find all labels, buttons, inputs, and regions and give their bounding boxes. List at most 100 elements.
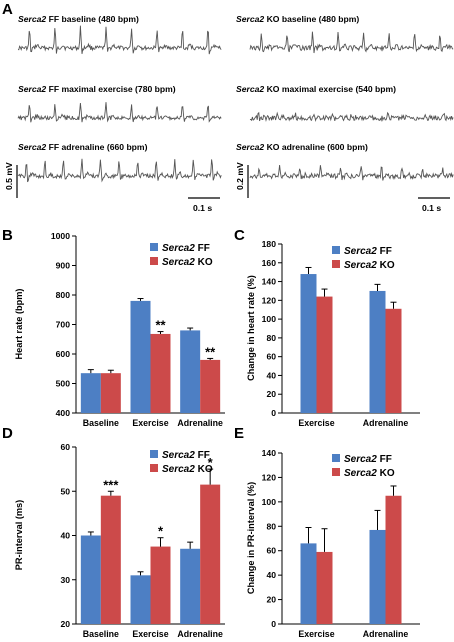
legend-genotype: FF — [377, 246, 392, 257]
bar-ff — [300, 274, 317, 413]
x-tick-label: Exercise — [132, 418, 168, 428]
y-tick-label: 180 — [262, 239, 277, 249]
y-tick-label: 0 — [271, 408, 276, 418]
x-tick-label: Adrenaline — [177, 629, 223, 639]
y-tick-label: 600 — [56, 349, 71, 359]
y-tick-label: 60 — [266, 352, 276, 362]
y-tick-label: 120 — [262, 472, 277, 482]
y-tick-label: 20 — [60, 619, 70, 629]
y-tick-label: 700 — [56, 320, 71, 330]
panel-label-e: E — [234, 425, 244, 442]
ecg-title-ko-0: Serca2 KO baseline (480 bpm) — [236, 14, 359, 24]
ecg-title-ko-1-rest: KO maximal exercise (540 bpm) — [264, 84, 396, 94]
chart-change-pr-interval: 0 20 40 60 80 100 120 140 Change in PR-interval … — [246, 448, 420, 639]
ecg-title-ff-1-rest: FF maximal exercise (780 bpm) — [46, 84, 176, 94]
bar-ko — [150, 546, 171, 624]
ecg-title-ff-2-gene: Serca2 — [18, 142, 46, 152]
ecg-title-ko-1-gene: Serca2 — [236, 84, 264, 94]
ecg-trace-ko-1 — [249, 111, 454, 123]
bar-ff — [80, 373, 101, 413]
bar-ff — [180, 330, 201, 413]
ecg-trace-ff-1 — [17, 102, 222, 123]
legend-genotype: FF — [195, 243, 210, 254]
ecg-title-ko-2: Serca2 KO adrenaline (600 bpm) — [236, 142, 368, 152]
legend-gene: Serca2 — [162, 464, 195, 475]
significance-marker: * — [158, 524, 164, 539]
bar-ko — [385, 495, 402, 624]
legend-label-ko: Serca2 KO — [344, 468, 395, 479]
bar-ff — [369, 290, 386, 413]
ecg-title-ff-2: Serca2 FF adrenaline (660 bpm) — [18, 142, 148, 152]
legend-gene: Serca2 — [162, 450, 195, 461]
ecg-title-ff-0-gene: Serca2 — [18, 14, 46, 24]
x-tick-label: Exercise — [298, 418, 334, 428]
legend-swatch-ff — [150, 243, 158, 251]
y-tick-label: 900 — [56, 261, 71, 271]
bar-ko — [200, 359, 221, 413]
y-tick-label: 40 — [60, 531, 70, 541]
y-tick-label: 80 — [266, 333, 276, 343]
chart-change-heart-rate: 0 20 40 60 80 100 120 140 160 180 Change in heart … — [246, 239, 420, 428]
ecg-trace-ko-0 — [249, 31, 454, 54]
scale-label-time-ko: 0.1 s — [422, 203, 441, 213]
x-tick-label: Adrenaline — [363, 629, 409, 639]
y-tick-label: 80 — [266, 521, 276, 531]
y-axis-label: PR-interval (ms) — [14, 500, 24, 570]
legend-gene: Serca2 — [344, 454, 377, 465]
legend-label-ko: Serca2 KO — [162, 257, 213, 268]
legend-swatch-ko — [332, 468, 340, 476]
y-tick-label: 60 — [60, 442, 70, 452]
panel-label-d: D — [2, 425, 13, 442]
bar-ko — [100, 373, 121, 413]
ecg-title-ff-0: Serca2 FF baseline (480 bpm) — [18, 14, 139, 24]
legend-genotype: KO — [377, 468, 395, 479]
x-tick-label: Exercise — [132, 629, 168, 639]
y-tick-label: 800 — [56, 290, 71, 300]
y-tick-label: 60 — [266, 546, 276, 556]
bar-ff — [130, 300, 151, 413]
legend-gene: Serca2 — [344, 468, 377, 479]
ecg-title-ff-0-rest: FF baseline (480 bpm) — [46, 14, 139, 24]
y-tick-label: 50 — [60, 486, 70, 496]
y-tick-label: 160 — [262, 258, 277, 268]
x-tick-label: Adrenaline — [177, 418, 223, 428]
y-tick-label: 40 — [266, 370, 276, 380]
ecg-title-ff-1: Serca2 FF maximal exercise (780 bpm) — [18, 84, 176, 94]
y-tick-label: 20 — [266, 389, 276, 399]
bar-ko — [385, 308, 402, 413]
legend-swatch-ko — [150, 464, 158, 472]
y-tick-label: 30 — [60, 575, 70, 585]
legend-swatch-ff — [332, 246, 340, 254]
ecg-title-ko-2-gene: Serca2 — [236, 142, 264, 152]
significance-marker: * — [208, 455, 214, 470]
significance-marker: *** — [103, 477, 119, 492]
bar-ff — [369, 529, 386, 624]
ecg-trace-ko-2 — [249, 164, 454, 181]
ecg-trace-ff-2 — [17, 158, 222, 183]
legend-label-ko: Serca2 KO — [344, 260, 395, 271]
y-axis-label: Heart rate (bpm) — [14, 289, 24, 360]
chart-pr-interval: 20 30 40 50 60 PR-interval (ms) Baseline Exerci… — [14, 442, 225, 639]
legend-label-ff: Serca2 FF — [162, 243, 210, 254]
x-tick-label: Exercise — [298, 629, 334, 639]
bar-ko — [316, 551, 333, 624]
legend-swatch-ko — [332, 260, 340, 268]
x-tick-label: Adrenaline — [363, 418, 409, 428]
ecg-title-ff-2-rest: FF adrenaline (660 bpm) — [46, 142, 147, 152]
x-tick-label: Baseline — [83, 418, 119, 428]
legend-genotype: KO — [195, 257, 213, 268]
significance-marker: ** — [155, 318, 166, 333]
y-tick-label: 100 — [262, 314, 277, 324]
legend: Serca2 FF Serca2 KO — [332, 246, 395, 271]
legend-gene: Serca2 — [344, 246, 377, 257]
bar-ff — [130, 575, 151, 624]
legend-gene: Serca2 — [162, 257, 195, 268]
legend-swatch-ff — [150, 450, 158, 458]
legend-genotype: KO — [195, 464, 213, 475]
ecg-title-ko-0-gene: Serca2 — [236, 14, 264, 24]
y-tick-label: 20 — [266, 595, 276, 605]
legend-label-ff: Serca2 FF — [344, 246, 392, 257]
ecg-title-ko-1: Serca2 KO maximal exercise (540 bpm) — [236, 84, 396, 94]
